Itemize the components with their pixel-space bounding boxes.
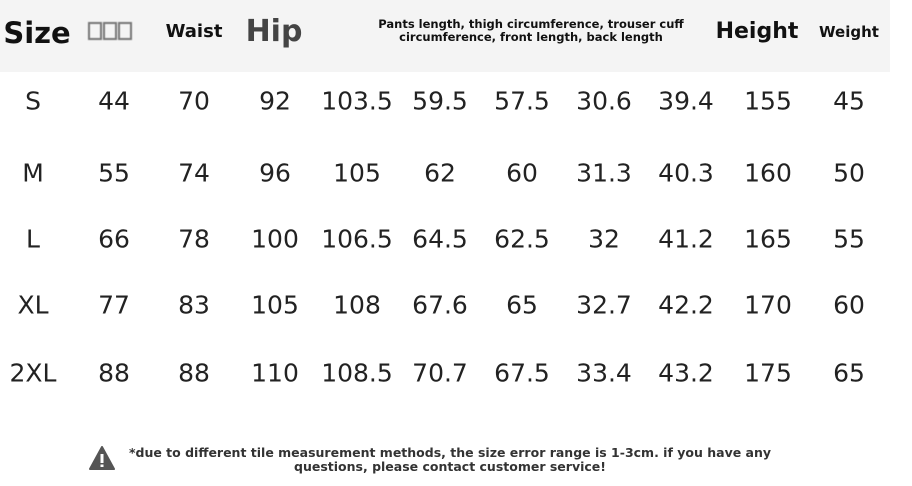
table-cell: 92 (259, 86, 291, 116)
table-cell: 31.3 (576, 158, 632, 188)
header-waist: Waist (165, 21, 223, 42)
disclaimer-note: *due to different tile measurement metho… (128, 445, 772, 474)
table-cell: 64.5 (412, 224, 468, 254)
header-height: Height (715, 19, 799, 44)
table-cell: 83 (178, 290, 210, 320)
table-cell: 65 (506, 290, 538, 320)
table-cell: 77 (98, 290, 130, 320)
table-cell: 30.6 (576, 86, 632, 116)
table-cell: 110 (251, 358, 299, 388)
table-cell: 67.5 (494, 358, 550, 388)
header-pants: Pants length, thigh circumference, trous… (378, 17, 684, 44)
table-cell: 106.5 (321, 224, 393, 254)
header-hip: Hip (245, 14, 303, 49)
table-cell: 170 (744, 290, 792, 320)
table-cell: 70.7 (412, 358, 468, 388)
table-cell: 100 (251, 224, 299, 254)
table-cell: 55 (98, 158, 130, 188)
table-cell: 42.2 (658, 290, 714, 320)
table-cell: 105 (251, 290, 299, 320)
table-cell: 60 (833, 290, 865, 320)
table-cell: 108.5 (321, 358, 393, 388)
size-label: XL (17, 290, 49, 320)
table-cell: 39.4 (658, 86, 714, 116)
table-cell: 67.6 (412, 290, 468, 320)
table-cell: 62 (424, 158, 456, 188)
table-cell: 60 (506, 158, 538, 188)
table-cell: 55 (833, 224, 865, 254)
table-cell: 88 (98, 358, 130, 388)
table-cell: 88 (178, 358, 210, 388)
table-cell: 78 (178, 224, 210, 254)
table-cell: 45 (833, 86, 865, 116)
size-label: 2XL (9, 358, 57, 388)
warning-icon (89, 446, 115, 470)
table-cell: 50 (833, 158, 865, 188)
table-cell: 74 (178, 158, 210, 188)
table-cell: 155 (744, 86, 792, 116)
table-cell: 70 (178, 86, 210, 116)
header-size: Size (3, 16, 71, 50)
table-cell: 160 (744, 158, 792, 188)
table-cell: 57.5 (494, 86, 550, 116)
header-weight: Weight (819, 23, 879, 41)
size-label: L (26, 224, 40, 254)
table-cell: 44 (98, 86, 130, 116)
table-cell: 108 (333, 290, 381, 320)
table-cell: 59.5 (412, 86, 468, 116)
blurred-header-glyph (88, 22, 136, 42)
size-label: M (22, 158, 44, 188)
table-cell: 40.3 (658, 158, 714, 188)
table-cell: 33.4 (576, 358, 632, 388)
table-cell: 175 (744, 358, 792, 388)
header-bar (0, 0, 890, 72)
table-cell: 43.2 (658, 358, 714, 388)
table-cell: 96 (259, 158, 291, 188)
table-cell: 66 (98, 224, 130, 254)
table-cell: 41.2 (658, 224, 714, 254)
size-label: S (25, 86, 41, 116)
table-cell: 165 (744, 224, 792, 254)
table-cell: 103.5 (321, 86, 393, 116)
table-cell: 32 (588, 224, 620, 254)
table-cell: 105 (333, 158, 381, 188)
table-cell: 32.7 (576, 290, 632, 320)
table-cell: 65 (833, 358, 865, 388)
table-cell: 62.5 (494, 224, 550, 254)
